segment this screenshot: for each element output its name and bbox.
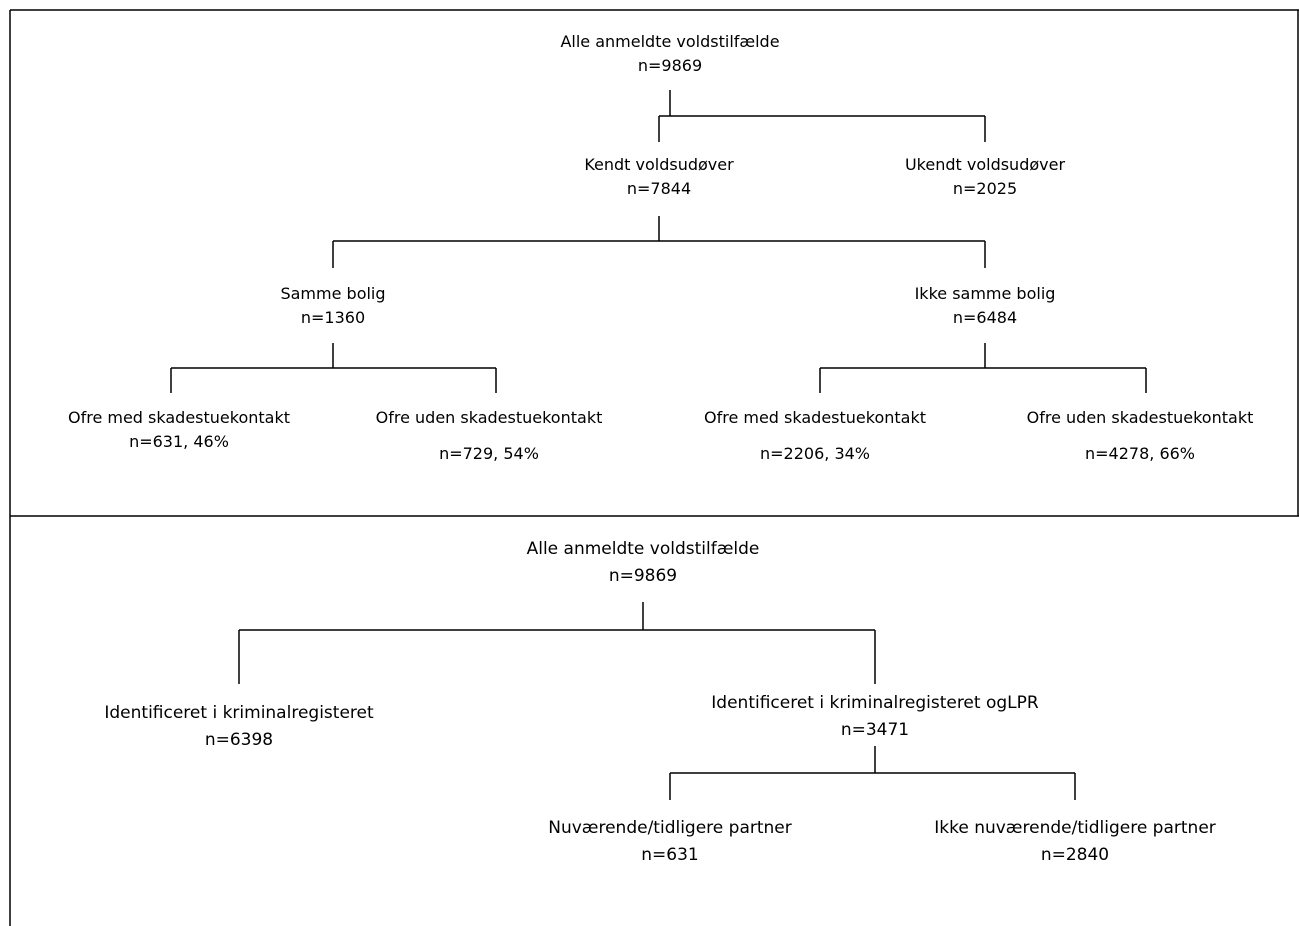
- node-label: Alle anmeldte voldstilfælde: [560, 32, 780, 51]
- top-node-kendt: Kendt voldsudøver n=7844: [509, 153, 809, 201]
- node-label: Ukendt voldsudøver: [904, 155, 1066, 174]
- top-leaf-3: Ofre med skadestuekontakt n=2206, 34%: [665, 406, 965, 466]
- node-count: n=729, 54%: [439, 444, 539, 463]
- node-label: Ofre uden skadestuekontakt: [1026, 408, 1254, 427]
- bottom-node-kriminal: Identificeret i kriminalregisteret n=639…: [39, 700, 439, 754]
- node-count: n=6398: [204, 730, 274, 750]
- node-count: n=7844: [626, 179, 692, 198]
- node-count: n=2840: [1040, 845, 1110, 865]
- node-label: Ofre uden skadestuekontakt: [375, 408, 603, 427]
- node-count: n=2206, 34%: [760, 444, 870, 463]
- node-count: n=631, 46%: [129, 432, 229, 451]
- node-label: Identificeret i kriminalregisteret ogLPR: [711, 693, 1039, 713]
- node-label: Alle anmeldte voldstilfælde: [526, 539, 760, 559]
- node-label: Ikke samme bolig: [914, 284, 1056, 303]
- node-count: n=1360: [300, 308, 366, 327]
- top-node-ukendt: Ukendt voldsudøver n=2025: [835, 153, 1135, 201]
- node-count: n=2025: [952, 179, 1018, 198]
- top-node-ikke-samme-bolig: Ikke samme bolig n=6484: [835, 282, 1135, 330]
- node-label: Ikke nuværende/tidligere partner: [934, 818, 1216, 838]
- bottom-node-kriminal-lpr: Identificeret i kriminalregisteret ogLPR…: [640, 690, 1110, 744]
- node-count: n=9869: [637, 56, 703, 75]
- node-count: n=4278, 66%: [1085, 444, 1195, 463]
- node-count: n=631: [641, 845, 699, 865]
- node-label: Ofre med skadestuekontakt: [703, 408, 926, 427]
- top-node-samme-bolig: Samme bolig n=1360: [183, 282, 483, 330]
- node-count: n=9869: [608, 566, 678, 586]
- top-leaf-4: Ofre uden skadestuekontakt n=4278, 66%: [990, 406, 1290, 466]
- node-label: Identificeret i kriminalregisteret: [104, 703, 374, 723]
- top-leaf-2: Ofre uden skadestuekontakt n=729, 54%: [339, 406, 639, 466]
- bottom-node-partner: Nuværende/tidligere partner n=631: [470, 815, 870, 869]
- bottom-root-node: Alle anmeldte voldstilfælde n=9869: [443, 536, 843, 590]
- bottom-node-ikke-partner: Ikke nuværende/tidligere partner n=2840: [870, 815, 1280, 869]
- node-label: Ofre med skadestuekontakt: [67, 408, 290, 427]
- node-count: n=3471: [840, 720, 910, 740]
- node-label: Nuværende/tidligere partner: [548, 818, 792, 838]
- top-root-node: Alle anmeldte voldstilfælde n=9869: [470, 30, 870, 78]
- node-label: Samme bolig: [280, 284, 386, 303]
- node-count: n=6484: [952, 308, 1018, 327]
- top-leaf-1: Ofre med skadestuekontakt n=631, 46%: [21, 406, 337, 454]
- node-label: Kendt voldsudøver: [584, 155, 734, 174]
